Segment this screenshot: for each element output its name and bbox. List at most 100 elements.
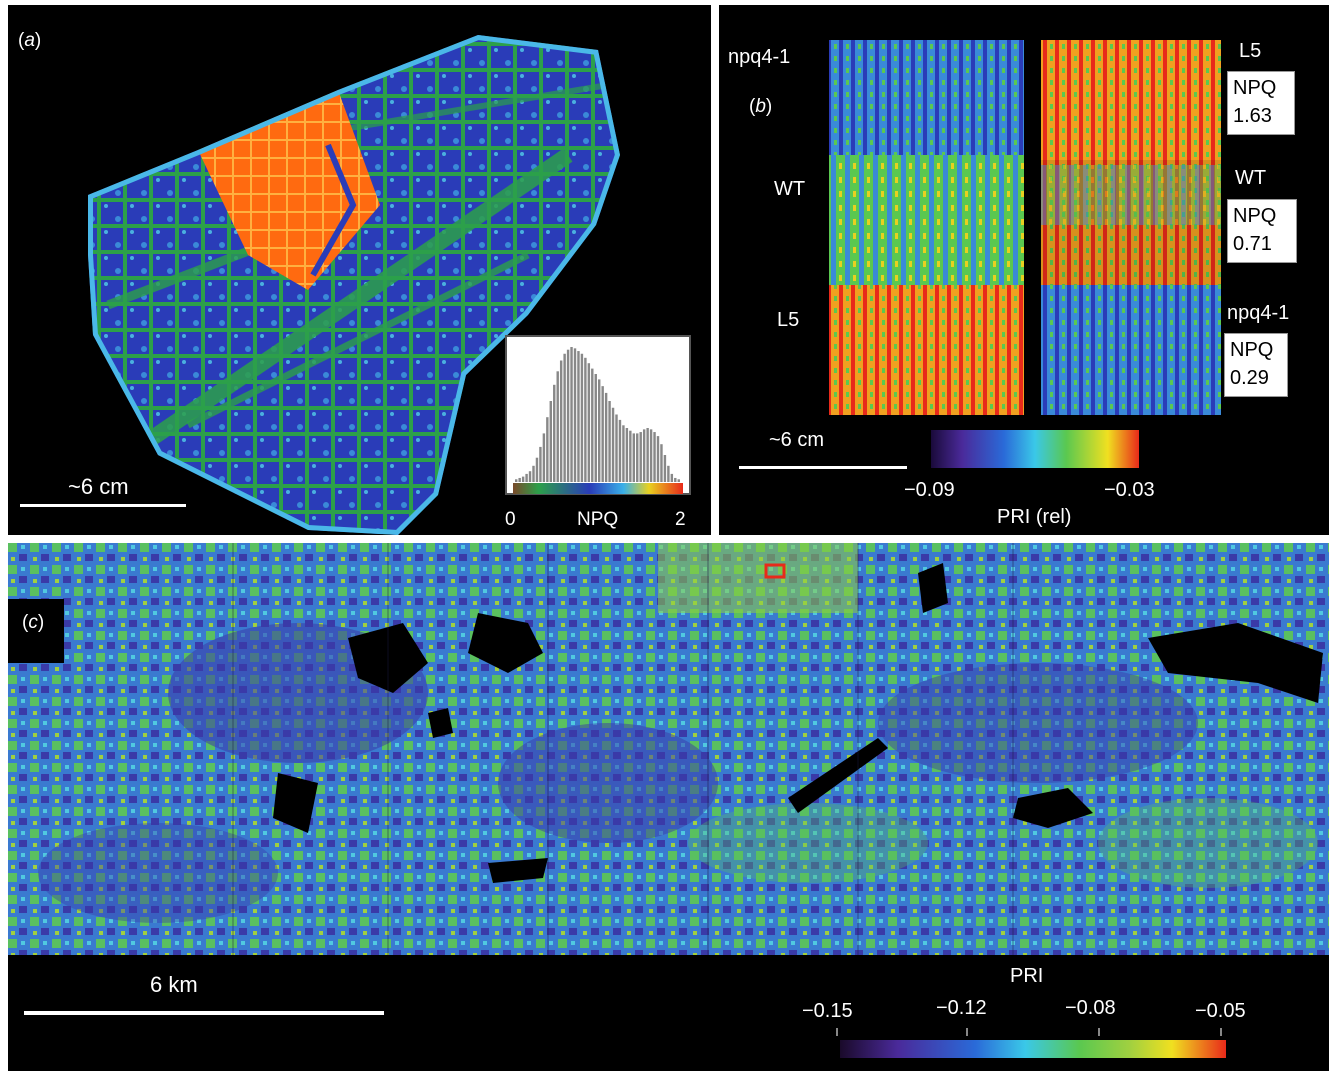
panel-c: (c) 6 km PRI −0.15 −0.12 −0.08 −0.05 <box>8 543 1329 1071</box>
npq-axis-label: NPQ <box>577 509 619 530</box>
histogram-bar <box>667 465 670 482</box>
histogram-bar <box>604 392 608 482</box>
panel-a: (a) ~6 cm 0 NPQ 2 <box>8 5 711 535</box>
histogram-bar <box>660 444 663 482</box>
pri-tick-mark-2 <box>966 1028 968 1036</box>
histogram-bars <box>515 347 680 482</box>
right-label-top: L5 <box>1239 40 1262 62</box>
pri-tick-mark-4 <box>1220 1028 1222 1036</box>
histogram-bar <box>629 430 632 482</box>
pri-tick-label-2: −0.12 <box>936 997 987 1019</box>
panel-c-label-box: (c) <box>8 599 64 663</box>
npq-box-middle-value: 0.71 <box>1233 233 1272 255</box>
panel-a-label: (a) <box>18 30 42 51</box>
histogram-bar <box>542 433 546 482</box>
histogram-bar <box>528 471 532 482</box>
histogram-bar <box>521 476 525 482</box>
pri-rel-min-label: −0.09 <box>904 479 955 501</box>
right-label-bottom: npq4-1 <box>1227 302 1290 324</box>
pri-tick-mark-3 <box>1098 1028 1100 1036</box>
rosette-pri-image <box>829 40 1221 468</box>
histogram-bar <box>646 428 649 482</box>
histogram-bar <box>556 371 559 482</box>
histogram-bar <box>515 479 518 482</box>
histogram-bar <box>622 425 625 482</box>
npq-box-middle: NPQ 0.71 <box>1227 199 1297 263</box>
panel-b-scale-text: ~6 cm <box>769 429 825 451</box>
histogram-bar <box>639 432 642 482</box>
npq-box-top-value: 1.63 <box>1233 105 1272 127</box>
histogram-bar <box>625 428 629 482</box>
histogram-bar <box>563 353 566 482</box>
histogram-bar <box>591 368 594 482</box>
panel-a-scale-bar <box>20 504 186 507</box>
npq-histogram-chart <box>505 335 691 495</box>
right-label-middle: WT <box>1235 167 1267 189</box>
histogram-bar <box>611 407 615 482</box>
panel-a-scale-text: ~6 cm <box>68 474 129 499</box>
npq-box-bottom-value: 0.29 <box>1230 367 1269 389</box>
npq-box-middle-label: NPQ <box>1233 205 1277 227</box>
pri-colorbar <box>840 1040 1226 1058</box>
histogram-bar <box>559 360 563 482</box>
leaf-npq-image <box>88 35 620 535</box>
histogram-bar <box>632 433 635 482</box>
pri-tick-label-3: −0.08 <box>1065 997 1116 1019</box>
pri-rel-colorbar <box>931 430 1139 468</box>
pri-tick-mark-1 <box>836 1028 838 1036</box>
pri-rel-max-label: −0.03 <box>1104 479 1155 501</box>
npq-axis-min: 0 <box>505 509 516 530</box>
npq-box-bottom-label: NPQ <box>1230 339 1274 361</box>
histogram-bar <box>615 414 618 482</box>
histogram-bar <box>670 473 674 482</box>
histogram-bar <box>594 374 597 482</box>
histogram-bar <box>580 353 584 482</box>
histogram-bar <box>553 384 556 482</box>
histogram-bar <box>587 363 591 482</box>
histogram-bar <box>573 348 577 482</box>
histogram-bar <box>618 419 622 482</box>
npq-histogram-inset: 0 NPQ 2 <box>505 335 691 529</box>
panel-b-scale-bar <box>739 466 907 469</box>
histogram-bar <box>518 477 521 482</box>
npq-box-top: NPQ 1.63 <box>1227 71 1295 135</box>
histogram-bar <box>642 429 646 482</box>
panel-c-scale-text: 6 km <box>150 972 198 997</box>
histogram-bar <box>649 429 653 482</box>
left-label-middle: WT <box>774 178 806 200</box>
histogram-bar <box>584 357 587 482</box>
histogram-bar <box>566 349 570 482</box>
npq-colorbar <box>513 483 683 494</box>
histogram-bar <box>674 477 677 482</box>
pri-colorbar-label: PRI <box>1010 965 1044 987</box>
histogram-bar <box>532 465 535 482</box>
histogram-bar <box>577 351 580 482</box>
panel-c-label: (c) <box>22 612 45 633</box>
pri-tick-label-1: −0.15 <box>802 1000 853 1022</box>
pri-rel-colorbar-label: PRI (rel) <box>997 506 1072 528</box>
histogram-bar <box>525 473 528 482</box>
histogram-bar <box>539 446 542 482</box>
panel-c-scale-bar <box>24 1011 384 1015</box>
left-label-top: npq4-1 <box>728 46 791 68</box>
histogram-bar <box>601 386 604 482</box>
histogram-bar <box>535 457 539 482</box>
histogram-bar <box>570 347 573 482</box>
panel-b-label: (b) <box>749 96 773 117</box>
pri-tick-label-4: −0.05 <box>1195 1000 1246 1022</box>
histogram-bar <box>677 479 680 482</box>
landscape-pri-image <box>8 543 1329 955</box>
histogram-bar <box>608 401 611 482</box>
npq-box-top-label: NPQ <box>1233 77 1277 99</box>
histogram-bar <box>546 417 549 482</box>
histogram-bar <box>598 379 601 482</box>
histogram-bar <box>653 432 656 482</box>
left-label-bottom: L5 <box>777 309 800 331</box>
histogram-bar <box>656 436 660 482</box>
histogram-bar <box>663 455 667 482</box>
npq-axis-max: 2 <box>675 509 686 530</box>
panel-b: (b) npq4-1 WT L5 L5 NPQ 1.63 WT NPQ 0.71… <box>719 5 1329 535</box>
npq-box-bottom: NPQ 0.29 <box>1224 333 1288 397</box>
histogram-bar <box>636 433 639 482</box>
histogram-bar <box>549 401 552 482</box>
